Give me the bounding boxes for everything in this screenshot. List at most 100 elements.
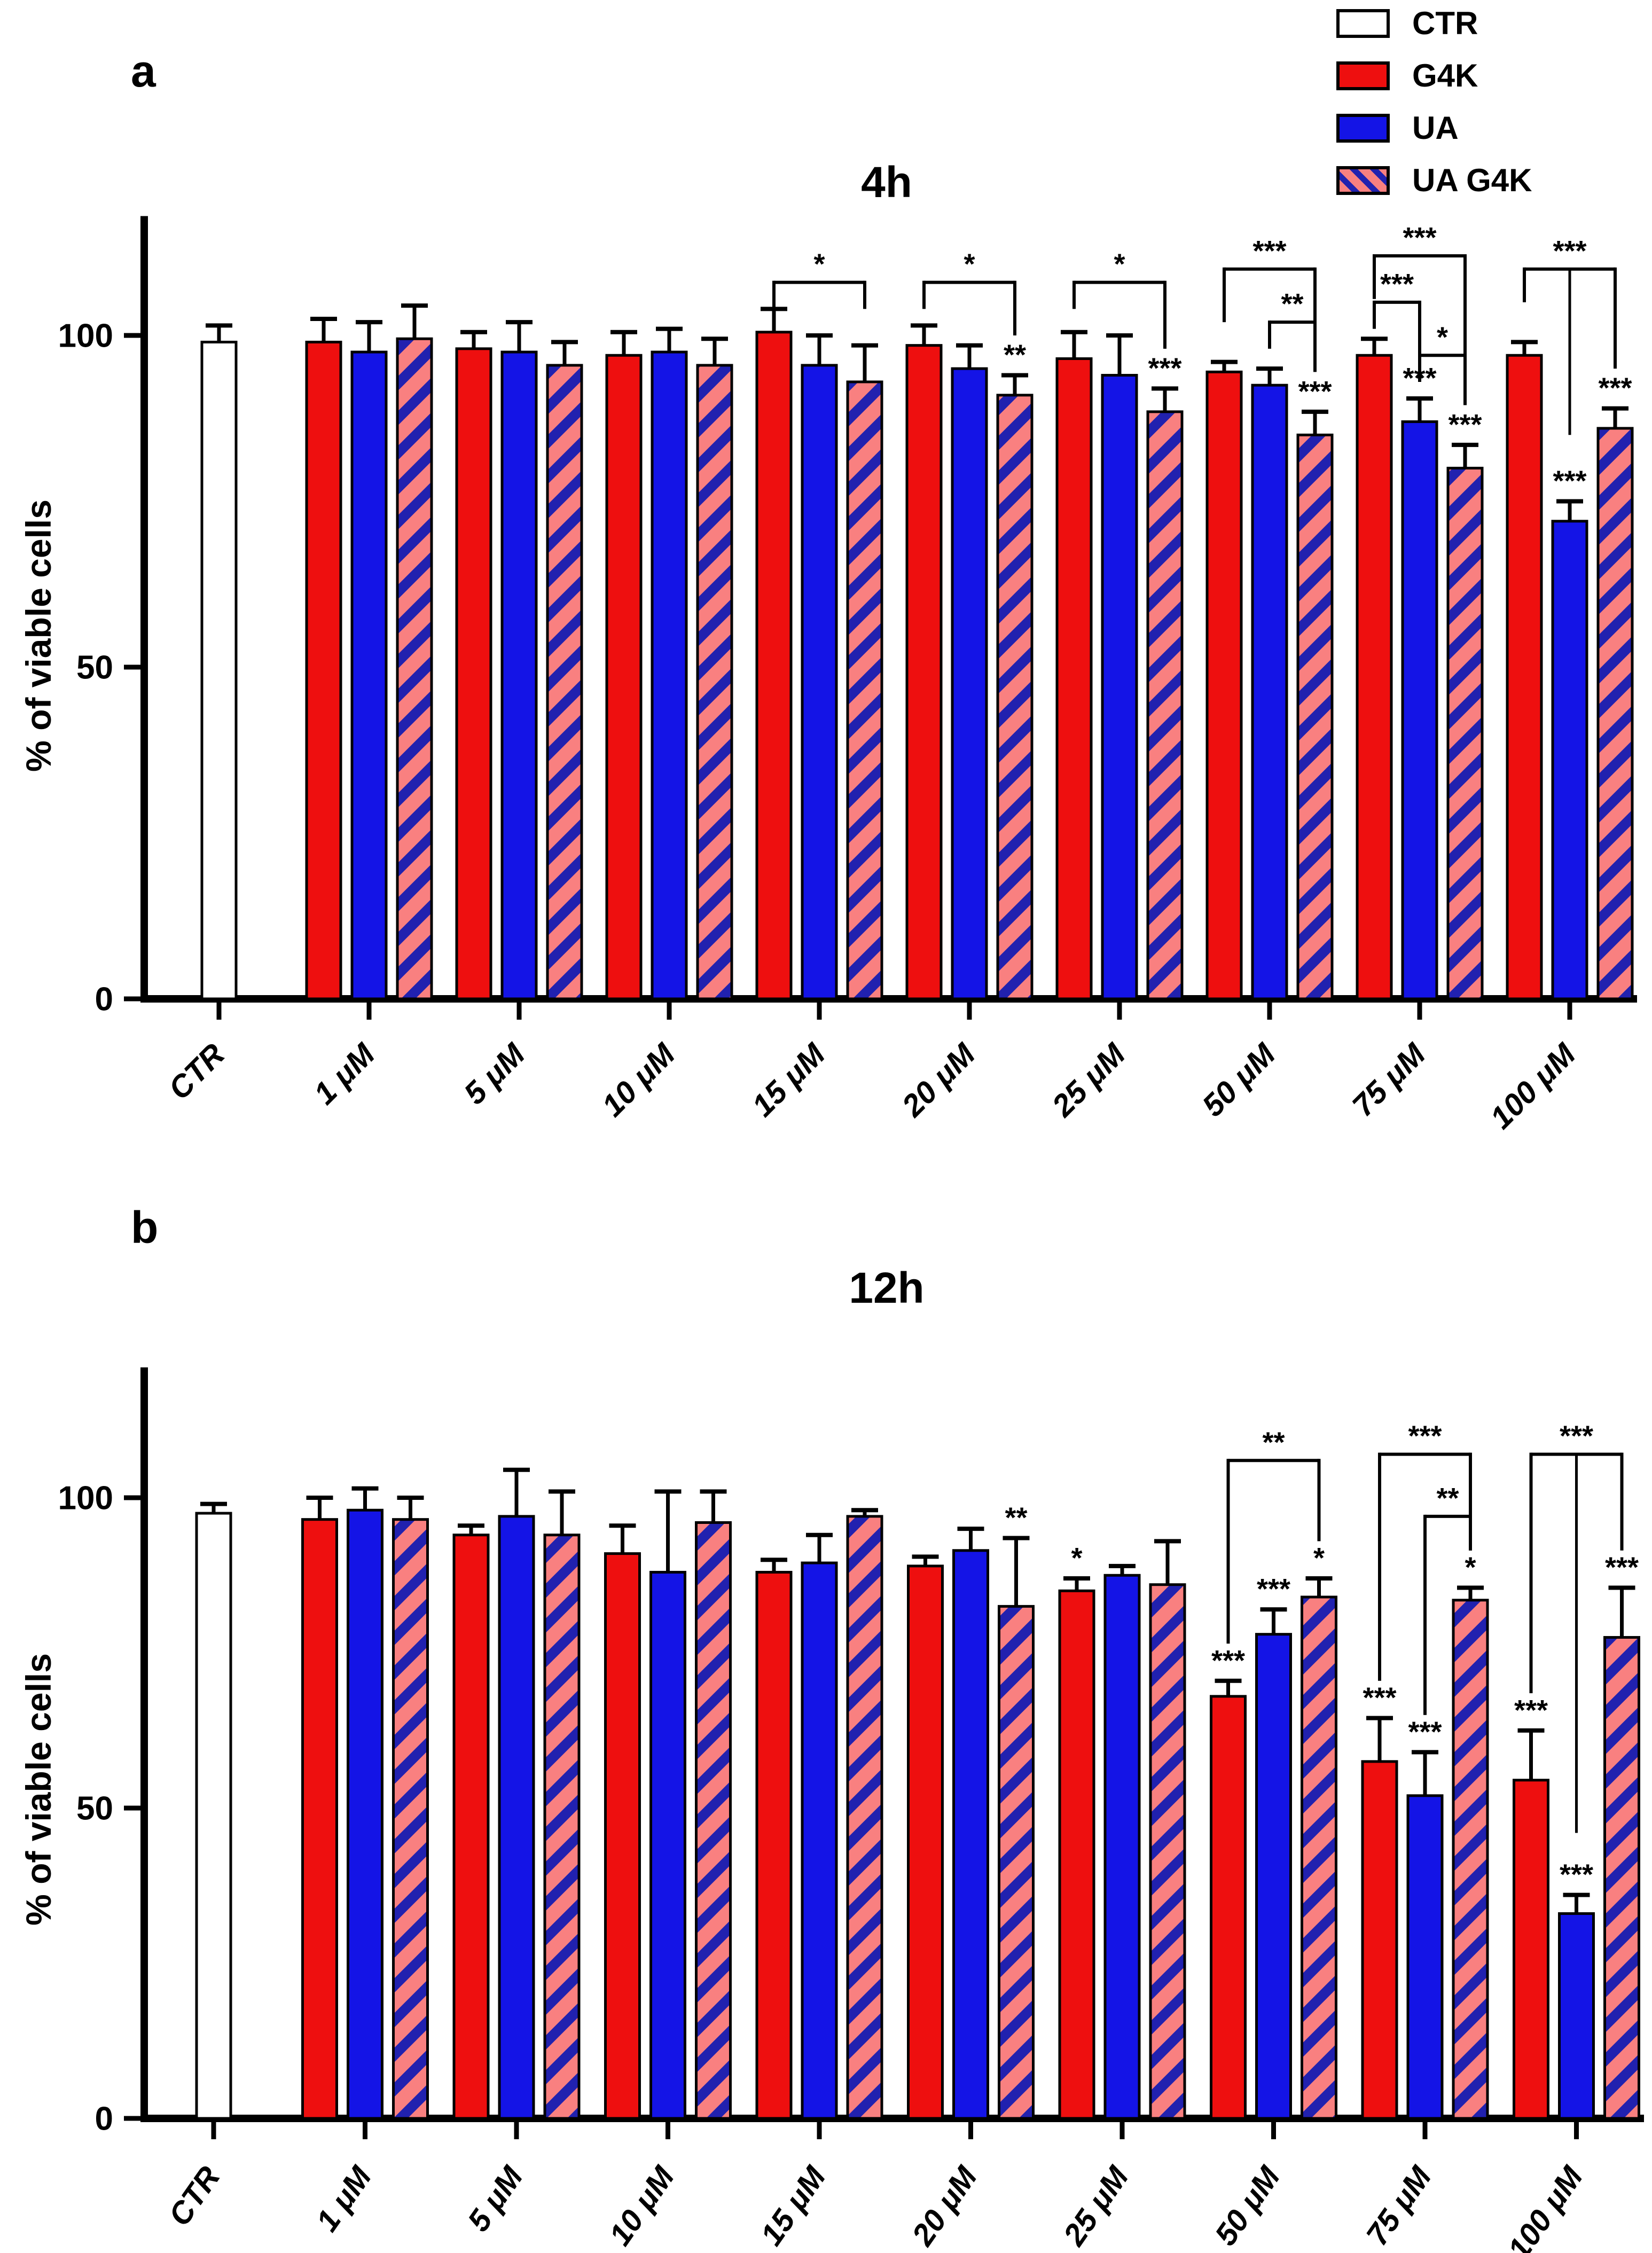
legend-label: G4K (1412, 58, 1478, 93)
bar-b-100 μM-UA (1558, 1912, 1595, 2120)
x-tick-label: 5 μM (461, 2160, 530, 2238)
x-tick-label: 50 μM (1195, 1036, 1282, 1123)
bar-a-25 μM-UA G4K (1146, 410, 1184, 1000)
bar-a-1 μM-UA (350, 350, 388, 1000)
bar-b-15 μM-G4K (755, 1570, 793, 2120)
bar-b-10 μM-G4K (604, 1552, 641, 2120)
bar-a-50 μM-G4K (1205, 370, 1243, 1000)
bar-b-75 μM-G4K (1361, 1760, 1398, 2120)
sig-bracket-label: *** (1560, 1420, 1593, 1452)
significance-asterisks: ** (1005, 1502, 1027, 1534)
bar-b-50 μM-UA (1255, 1633, 1292, 2120)
y-tick-label: 100 (58, 1480, 113, 1517)
sig-bracket-label: *** (1553, 235, 1586, 267)
bar-b-25 μM-UA G4K (1149, 1583, 1186, 2120)
significance-asterisks: *** (1598, 372, 1632, 404)
y-tick-label: 100 (58, 318, 113, 355)
sig-bracket-label: *** (1408, 1420, 1442, 1452)
bar-b-75 μM-UA (1406, 1794, 1444, 2120)
sig-bracket-label: *** (1252, 235, 1286, 267)
bar-a-10 μM-G4K (605, 354, 643, 1000)
x-tick-label: 20 μM (895, 1036, 983, 1124)
x-tick-label: 10 μM (602, 2160, 682, 2252)
sig-bracket-label: * (1437, 321, 1448, 353)
bar-b-1 μM-UA G4K (392, 1518, 429, 2120)
bar-b-25 μM-G4K (1058, 1589, 1095, 2120)
bar-b-5 μM-UA G4K (543, 1534, 581, 2120)
significance-asterisks: *** (1211, 1645, 1245, 1677)
bar-a-100 μM-UA (1551, 520, 1588, 1000)
bar-a-1 μM-UA G4K (396, 337, 433, 1000)
x-tick-label: 50 μM (1208, 2160, 1287, 2252)
legend-item-ctr: CTR (1336, 7, 1532, 40)
significance-asterisks: ** (1004, 339, 1026, 371)
significance-asterisks: *** (1408, 1716, 1442, 1748)
bar-a-5 μM-G4K (455, 347, 492, 1000)
y-tick-label: 50 (76, 650, 113, 686)
significance-asterisks: *** (1560, 1859, 1593, 1891)
significance-asterisks: *** (1514, 1694, 1548, 1726)
bar-a-75 μM-UA (1401, 420, 1438, 1000)
x-tick-label: 10 μM (595, 1036, 682, 1123)
x-tick-label: 20 μM (905, 2160, 984, 2252)
x-tick-label: 100 μM (1501, 2160, 1590, 2253)
legend-swatch-g4k-icon (1336, 61, 1390, 90)
bar-b-75 μM-UA G4K (1452, 1599, 1489, 2120)
y-tick-label: 50 (76, 1790, 113, 1827)
y-tick-label: 0 (95, 981, 113, 1018)
bar-b-50 μM-UA G4K (1301, 1595, 1337, 2120)
x-tick-label: 15 μM (754, 2160, 833, 2252)
bar-a-20 μM-UA (951, 367, 988, 1000)
x-tick-label: 1 μM (309, 2160, 379, 2238)
significance-asterisks: *** (1553, 465, 1586, 497)
bar-a-25 μM-UA (1101, 374, 1138, 1000)
legend-swatch-ua-icon (1336, 114, 1390, 143)
bar-a-5 μM-UA (500, 350, 538, 1000)
sig-bracket-label: *** (1380, 268, 1414, 300)
bar-b-20 μM-G4K (907, 1564, 944, 2120)
bar-b-25 μM-UA (1103, 1574, 1141, 2120)
bar-a-75 μM-UA G4K (1446, 466, 1484, 1000)
legend-item-g4k: G4K (1336, 60, 1532, 92)
panel-a-letter: a (131, 46, 156, 96)
x-tick-label: 15 μM (745, 1036, 832, 1123)
sig-bracket-label: ** (1436, 1482, 1459, 1514)
bar-b-5 μM-G4K (452, 1534, 490, 2120)
bar-a-CTR-CTR (200, 340, 238, 1000)
bar-a-5 μM-UA G4K (546, 364, 583, 1000)
significance-asterisks: *** (1298, 376, 1332, 408)
sig-bracket-label: * (1114, 248, 1125, 280)
bar-a-25 μM-G4K (1055, 357, 1093, 1000)
significance-asterisks: * (1071, 1542, 1082, 1574)
sig-bracket-label: ** (1281, 288, 1303, 320)
significance-asterisks: *** (1257, 1573, 1290, 1605)
legend-swatch-uag4k-icon (1336, 166, 1390, 195)
legend-item-uag4k: UA G4K (1336, 165, 1532, 197)
bar-a-50 μM-UA G4K (1296, 433, 1334, 1000)
significance-asterisks: * (1313, 1542, 1325, 1574)
x-tick-label: 100 μM (1484, 1036, 1583, 1136)
sig-bracket-label: * (964, 248, 975, 280)
legend-swatch-ctr-icon (1336, 9, 1390, 38)
bar-a-15 μM-UA (801, 364, 838, 1000)
y-tick-label: 0 (95, 2101, 113, 2138)
x-tick-label: 25 μM (1056, 2160, 1136, 2252)
bar-a-100 μM-G4K (1506, 354, 1543, 1000)
bar-a-100 μM-UA G4K (1596, 427, 1634, 1000)
x-tick-label: CTR (162, 2160, 227, 2232)
x-tick-label: 75 μM (1345, 1036, 1432, 1123)
bar-b-10 μM-UA G4K (695, 1521, 732, 2120)
significance-asterisks: *** (1363, 1682, 1396, 1714)
x-tick-label: CTR (162, 1037, 231, 1106)
x-tick-label: 1 μM (307, 1036, 382, 1111)
x-tick-label: 5 μM (457, 1036, 532, 1111)
panel-b-letter: b (131, 1202, 159, 1253)
x-tick-label: 75 μM (1359, 2160, 1438, 2252)
legend-label: UA G4K (1412, 162, 1532, 198)
bar-b-100 μM-G4K (1513, 1779, 1549, 2120)
bar-b-10 μM-UA (649, 1570, 686, 2120)
sig-bracket-label: ** (1262, 1426, 1285, 1458)
bar-a-20 μM-G4K (905, 344, 943, 1000)
bar-a-1 μM-G4K (305, 340, 342, 1000)
